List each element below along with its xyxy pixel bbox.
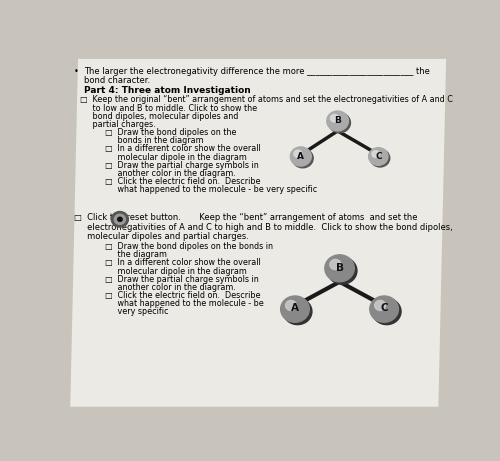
Text: to low and B to middle. Click to show the: to low and B to middle. Click to show th… bbox=[80, 104, 257, 112]
Circle shape bbox=[330, 114, 338, 122]
Circle shape bbox=[290, 147, 312, 166]
Text: □  Draw the bond dipoles on the bonds in: □ Draw the bond dipoles on the bonds in bbox=[80, 242, 273, 251]
Circle shape bbox=[325, 255, 354, 282]
Polygon shape bbox=[70, 59, 446, 407]
Circle shape bbox=[114, 214, 126, 225]
Text: very specific: very specific bbox=[80, 307, 168, 316]
Circle shape bbox=[372, 298, 401, 325]
Text: The larger the electronegativity difference the more _________________________ t: The larger the electronegativity differe… bbox=[84, 67, 430, 76]
Circle shape bbox=[292, 148, 313, 168]
Text: the diagram: the diagram bbox=[80, 250, 167, 259]
Text: A: A bbox=[291, 303, 299, 313]
Text: □  Click the reset button.       Keep the “bent” arrangement of atoms  and set t: □ Click the reset button. Keep the “bent… bbox=[74, 213, 418, 222]
Text: □  In a different color show the overall: □ In a different color show the overall bbox=[80, 258, 260, 267]
Text: C: C bbox=[380, 303, 388, 313]
Circle shape bbox=[112, 212, 128, 227]
Circle shape bbox=[286, 301, 296, 310]
Circle shape bbox=[372, 151, 380, 157]
Text: bond dipoles, molecular dipoles and: bond dipoles, molecular dipoles and bbox=[80, 112, 238, 121]
Text: another color in the diagram.: another color in the diagram. bbox=[80, 283, 236, 292]
Circle shape bbox=[327, 111, 348, 131]
Text: □  Draw the partial charge symbols in: □ Draw the partial charge symbols in bbox=[80, 275, 258, 284]
Circle shape bbox=[370, 149, 390, 167]
Text: molecular dipole in the diagram: molecular dipole in the diagram bbox=[80, 266, 247, 276]
Text: what happened to the molecule - be very specific: what happened to the molecule - be very … bbox=[80, 185, 317, 194]
Text: partial charges.: partial charges. bbox=[80, 120, 156, 129]
Text: □  Draw the partial charge symbols in: □ Draw the partial charge symbols in bbox=[80, 161, 258, 170]
Text: □  Click the electric field on.  Describe: □ Click the electric field on. Describe bbox=[80, 177, 260, 186]
Text: □  Draw the bond dipoles on the: □ Draw the bond dipoles on the bbox=[80, 128, 236, 137]
Text: molecular dipole in the diagram: molecular dipole in the diagram bbox=[80, 153, 247, 162]
Text: what happened to the molecule - be: what happened to the molecule - be bbox=[80, 299, 264, 308]
Text: bonds in the diagram: bonds in the diagram bbox=[80, 136, 204, 145]
Text: □  Keep the original “bent” arrangement of atoms and set the electronegativities: □ Keep the original “bent” arrangement o… bbox=[80, 95, 453, 105]
Text: molecular dipoles and partial charges.: molecular dipoles and partial charges. bbox=[74, 232, 249, 242]
Circle shape bbox=[370, 296, 398, 322]
Circle shape bbox=[328, 113, 350, 133]
Circle shape bbox=[118, 218, 122, 221]
Text: C: C bbox=[375, 152, 382, 160]
Circle shape bbox=[283, 298, 312, 325]
Text: B: B bbox=[336, 263, 344, 272]
Text: ●: ● bbox=[117, 216, 123, 222]
Text: Part 4: Three atom Investigation: Part 4: Three atom Investigation bbox=[84, 86, 250, 95]
Circle shape bbox=[374, 301, 386, 310]
Text: bond character.: bond character. bbox=[84, 76, 150, 85]
Text: □  In a different color show the overall: □ In a different color show the overall bbox=[80, 144, 260, 154]
Text: electronegativities of A and C to high and B to middle.  Click to show the bond : electronegativities of A and C to high a… bbox=[74, 223, 453, 232]
Circle shape bbox=[330, 260, 341, 270]
Text: A: A bbox=[298, 152, 304, 160]
Text: B: B bbox=[334, 116, 341, 125]
Text: □  Click the electric field on.  Describe: □ Click the electric field on. Describe bbox=[80, 291, 260, 300]
Text: another color in the diagram.: another color in the diagram. bbox=[80, 169, 236, 178]
Circle shape bbox=[294, 150, 302, 158]
Text: •: • bbox=[74, 67, 79, 76]
Circle shape bbox=[328, 257, 357, 284]
Circle shape bbox=[280, 296, 310, 322]
Circle shape bbox=[368, 148, 388, 165]
